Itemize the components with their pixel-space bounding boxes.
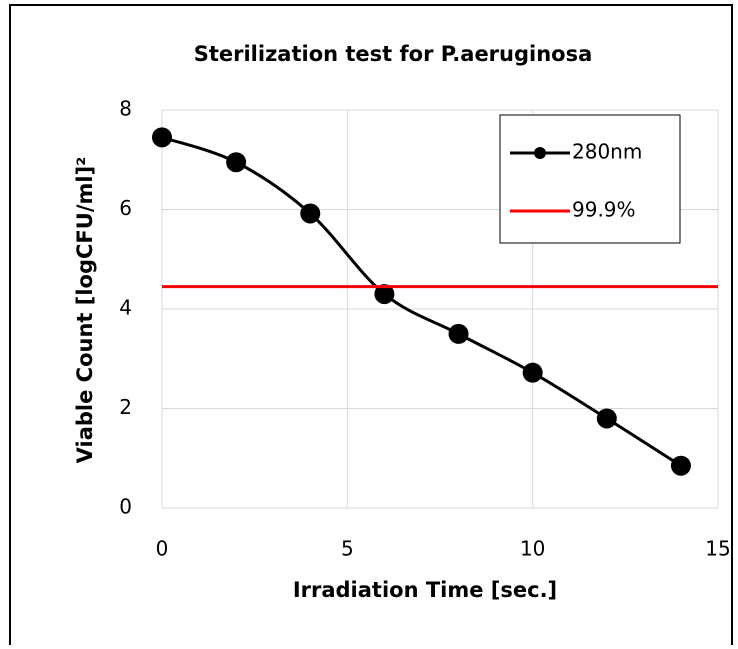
y-axis-label: Viable Count [logCFU/ml]²: [73, 157, 97, 464]
data-point: [522, 362, 543, 383]
y-tick-label: 8: [119, 97, 132, 121]
data-point: [226, 152, 247, 173]
chart-title: Sterilization test for P.aeruginosa: [194, 42, 593, 66]
legend-box: [499, 114, 681, 244]
data-point: [152, 127, 172, 148]
y-tick-label: 4: [119, 296, 132, 320]
x-tick-label: 0: [156, 537, 169, 561]
y-tick-label: 2: [119, 395, 132, 419]
data-point: [670, 455, 691, 476]
y-tick-label: 6: [119, 196, 132, 220]
legend-label: 99.9%: [572, 198, 636, 222]
data-point: [374, 284, 395, 305]
x-tick-label: 15: [705, 537, 730, 561]
chart-frame: [9, 4, 733, 649]
x-tick-label: 5: [341, 537, 354, 561]
y-tick-label: 0: [119, 495, 132, 519]
x-tick-label: 10: [520, 537, 545, 561]
legend-marker: [534, 147, 546, 159]
data-point: [596, 408, 617, 429]
legend-label: 280nm: [572, 140, 642, 164]
x-axis-label: Irradiation Time [sec.]: [293, 578, 557, 602]
data-point: [300, 203, 321, 224]
data-point: [448, 323, 469, 344]
